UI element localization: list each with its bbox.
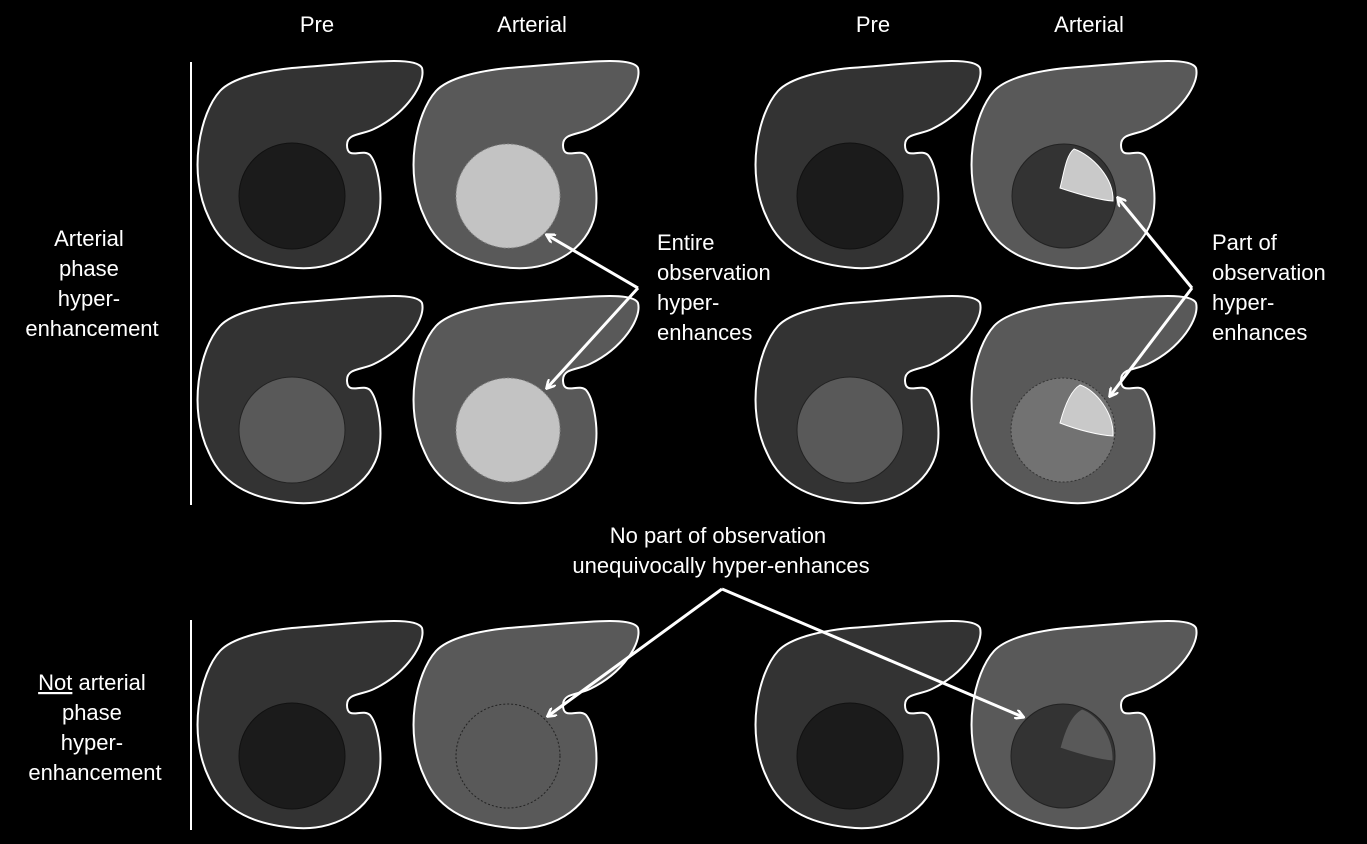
- row-label-aphe-line-1: Arterial: [54, 226, 124, 251]
- row-label-not-aphe-line-4: enhancement: [28, 760, 161, 785]
- arrow-part-to-row1: [1118, 198, 1194, 289]
- lesion-bright: [455, 143, 561, 249]
- lesion-dark: [796, 702, 904, 810]
- annotation-entire-line-1: Entire: [657, 230, 714, 255]
- arrow-no-part-to-right: [721, 587, 1023, 717]
- annotation-no-part-line-2: unequivocally hyper-enhances: [572, 553, 869, 578]
- liver-row3-arterial-left: [412, 619, 640, 830]
- annotation-entire: Entire observation hyper- enhances: [657, 230, 777, 345]
- annotation-entire-line-2: observation: [657, 260, 771, 285]
- lesion-mid: [455, 703, 561, 809]
- arrows-part: [1110, 198, 1194, 396]
- row-label-not-rest: arterial: [72, 670, 145, 695]
- lesion-mid: [238, 376, 346, 484]
- liver-row1-pre-left: [196, 59, 424, 270]
- liver-row1-arterial-right: [970, 59, 1198, 270]
- annotation-part-line-2: observation: [1212, 260, 1326, 285]
- column-header-pre-left: Pre: [300, 12, 334, 37]
- row-label-not-aphe-line-3: hyper-: [61, 730, 123, 755]
- lesion-bright: [455, 377, 561, 483]
- liver-row1-pre-right: [754, 59, 982, 270]
- arrow-no-part-to-left: [548, 587, 723, 716]
- row-label-aphe: Arterial phase hyper- enhancement: [25, 226, 158, 341]
- liver-row2-pre-left: [196, 294, 424, 505]
- liver-row2-arterial-right: [970, 294, 1198, 505]
- liver-row2-arterial-left: [412, 294, 640, 505]
- column-header-arterial-right: Arterial: [1054, 12, 1124, 37]
- annotation-no-part: No part of observation unequivocally hyp…: [572, 523, 869, 578]
- row-label-aphe-line-3: hyper-: [58, 286, 120, 311]
- arrow-entire-to-row1: [547, 235, 639, 290]
- lesion-dark: [238, 142, 346, 250]
- liver-row3-pre-left: [196, 619, 424, 830]
- liver-row1-arterial-left: [412, 59, 640, 270]
- arrows-entire: [547, 235, 640, 388]
- arrows-no-part: [548, 587, 1023, 717]
- row-label-aphe-line-2: phase: [59, 256, 119, 281]
- lesion-wedge-mid: [1059, 708, 1114, 762]
- annotation-part-line-3: hyper-: [1212, 290, 1274, 315]
- arrow-entire-to-row2: [547, 286, 640, 388]
- annotation-entire-line-4: enhances: [657, 320, 752, 345]
- liver-row3-arterial-right: [970, 619, 1198, 830]
- row-label-aphe-line-4: enhancement: [25, 316, 158, 341]
- annotation-entire-line-3: hyper-: [657, 290, 719, 315]
- column-header-pre-right: Pre: [856, 12, 890, 37]
- annotation-part: Part of observation hyper- enhances: [1212, 230, 1332, 345]
- liver-row3-pre-right: [754, 619, 982, 830]
- lesion-dark: [238, 702, 346, 810]
- row-label-not-aphe-line-2: phase: [62, 700, 122, 725]
- annotation-no-part-line-1: No part of observation: [610, 523, 826, 548]
- arrow-part-to-row2: [1110, 287, 1194, 396]
- column-header-arterial-left: Arterial: [497, 12, 567, 37]
- lesion-wedge-bright: [1059, 384, 1114, 437]
- annotation-part-line-4: enhances: [1212, 320, 1307, 345]
- liver-row2-pre-right: [754, 294, 982, 505]
- lesion-dark: [796, 142, 904, 250]
- lesion-wedge-bright: [1059, 148, 1114, 202]
- annotation-part-line-1: Part of: [1212, 230, 1278, 255]
- row-label-not-underlined: Not: [38, 670, 72, 695]
- row-label-not-aphe: Not arterial phase hyper- enhancement: [28, 670, 161, 785]
- lesion-mid: [796, 376, 904, 484]
